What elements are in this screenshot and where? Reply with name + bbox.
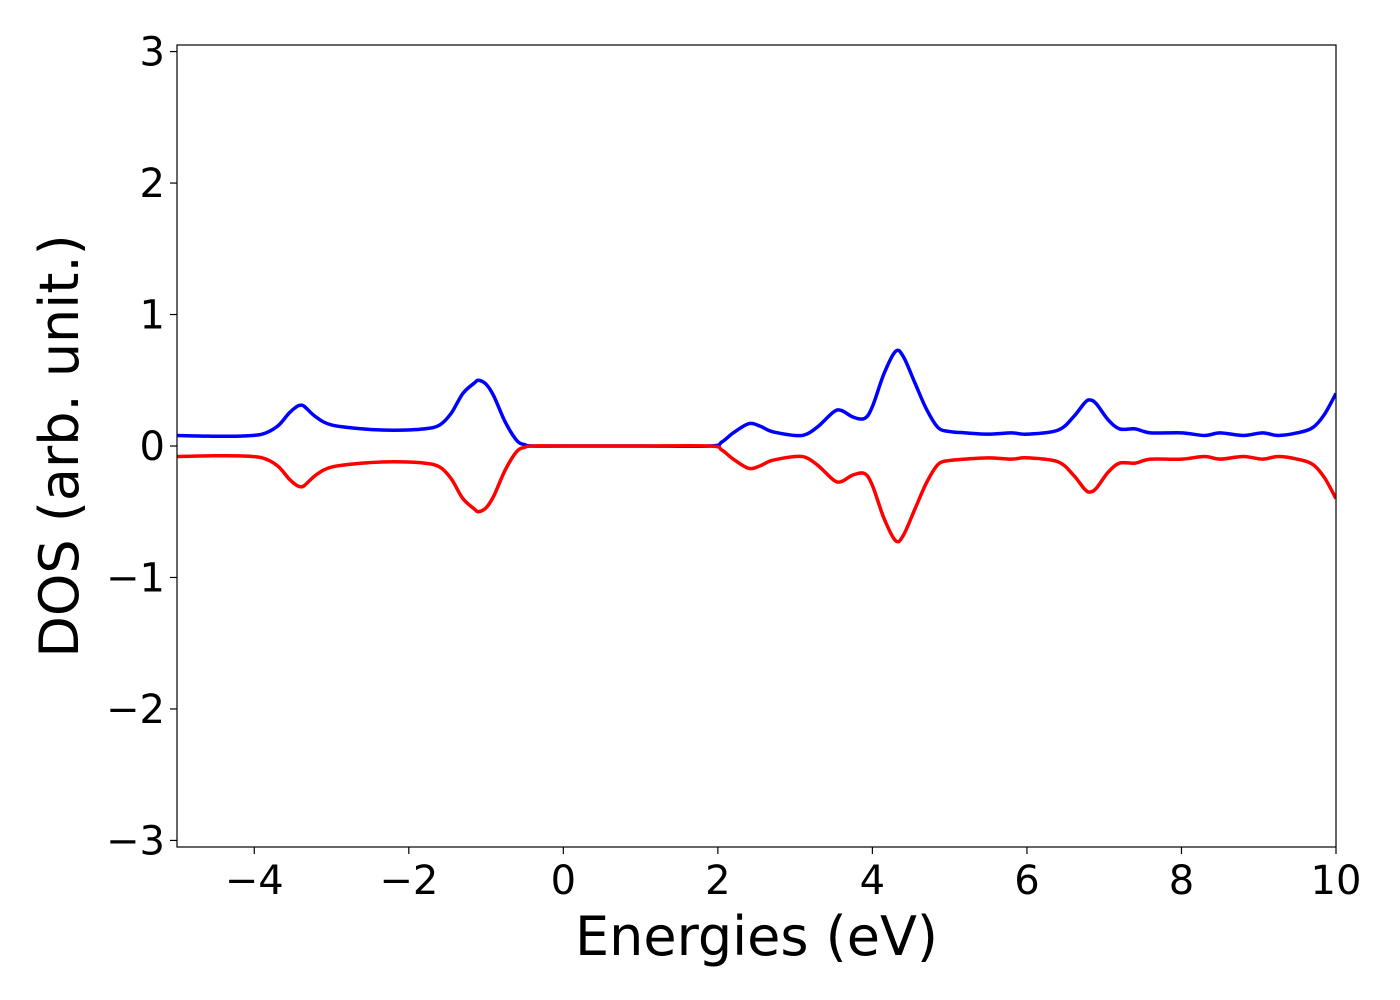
y-axis-label: DOS (arb. unit.) (28, 234, 91, 657)
x-tick-label: 8 (1169, 858, 1194, 904)
x-axis: −4 −2 0 2 4 6 8 10 (225, 847, 1362, 904)
y-axis: −3 −2 −1 0 1 2 3 (106, 30, 177, 864)
y-tick-label: 2 (140, 161, 165, 207)
series-line-2 (177, 443, 1336, 544)
y-tick-label: −1 (106, 555, 165, 601)
y-tick-label: 3 (140, 30, 165, 76)
y-tick-label: 0 (140, 424, 165, 470)
x-tick-label: −2 (379, 858, 438, 904)
x-axis-label: Energies (eV) (575, 905, 938, 968)
x-tick-label: 10 (1311, 858, 1362, 904)
y-tick-label: −3 (106, 818, 165, 864)
x-tick-label: 2 (705, 858, 730, 904)
x-tick-label: 0 (551, 858, 576, 904)
y-tick-label: −2 (106, 687, 165, 733)
x-tick-label: 4 (860, 858, 885, 904)
y-tick-label: 1 (140, 293, 165, 339)
series-line-1 (177, 348, 1336, 449)
x-tick-label: −4 (225, 858, 284, 904)
x-tick-label: 6 (1014, 858, 1039, 904)
plot-frame (176, 44, 1337, 848)
series-layer (177, 348, 1336, 544)
